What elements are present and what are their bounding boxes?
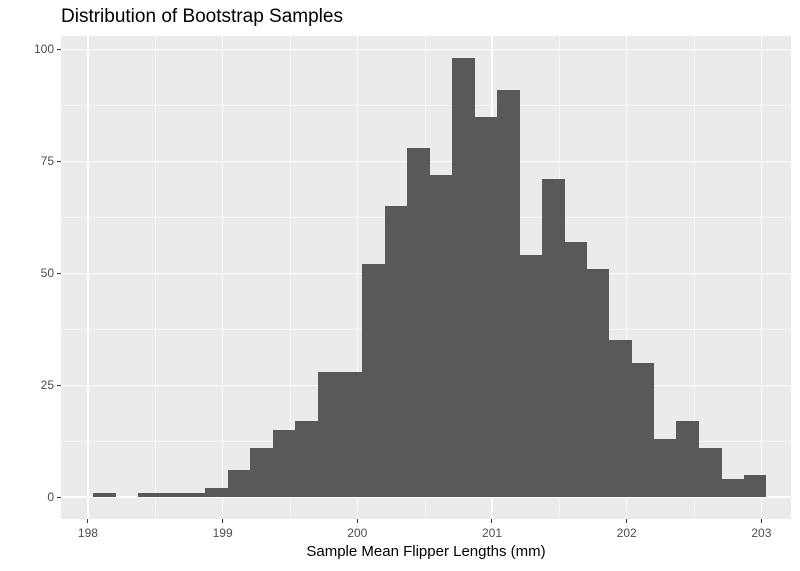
x-axis-tick-label: 198 [77,526,98,540]
histogram-bar [340,371,363,498]
histogram-bar [496,89,520,498]
histogram-bar [452,58,475,498]
major-gridline-y [61,48,791,51]
x-axis-tick [222,519,224,523]
histogram-bar [384,206,408,498]
minor-gridline-y [61,105,791,106]
histogram-bar [586,268,610,498]
major-gridline-x [356,36,358,519]
x-axis-tick-label: 200 [347,526,368,540]
y-axis-tick [57,160,61,162]
y-axis-tick-label: 75 [40,154,54,169]
y-axis-tick-label: 50 [40,266,54,281]
plot-panel [61,36,791,519]
x-axis-tick [356,519,358,523]
x-axis-tick [87,519,89,523]
y-axis-tick-label: 0 [47,490,54,505]
histogram-bar [407,147,430,498]
chart-title: Distribution of Bootstrap Samples [61,6,343,27]
histogram-bar [295,420,318,498]
major-gridline-x [87,36,89,519]
histogram-bar [631,362,655,498]
histogram-bar [227,470,251,498]
histogram-bar [160,492,184,498]
x-axis-tick [491,519,493,523]
x-axis-tick-label: 203 [751,526,772,540]
x-axis-tick [626,519,628,523]
minor-gridline-x [694,36,695,519]
y-axis-tick [57,496,61,498]
histogram-bar [474,116,498,498]
histogram-bar [676,420,700,498]
x-axis-tick-label: 201 [481,526,502,540]
histogram-bar [721,479,744,498]
histogram-bar [317,371,341,498]
histogram-bar [653,438,677,498]
histogram-bar [250,447,274,498]
major-gridline-x [760,36,762,519]
histogram-bar [698,447,722,498]
histogram-bar [138,492,161,498]
histogram-bar [519,255,543,498]
x-axis-tick-label: 199 [212,526,233,540]
histogram-bar [205,488,229,498]
histogram-bar [272,429,296,498]
histogram-bar [429,174,453,498]
y-axis-tick [57,272,61,274]
y-axis-tick-label: 100 [33,42,54,57]
histogram-bar [564,241,587,498]
minor-gridline-x [155,36,156,519]
histogram-bar [743,474,767,498]
histogram-bar [609,340,632,498]
minor-gridline-x [289,36,291,519]
histogram-bar [183,492,206,498]
y-axis-tick-label: 25 [40,378,54,393]
histogram-bar [362,264,386,498]
x-axis-tick [760,519,762,523]
y-axis-tick [57,384,61,386]
y-axis-tick [57,48,61,50]
histogram-bar [541,179,565,498]
major-gridline-x [222,36,224,519]
x-axis-title: Sample Mean Flipper Lengths (mm) [306,543,546,560]
histogram-bar [93,492,117,498]
major-gridline-x [626,36,628,519]
x-axis-tick-label: 202 [616,526,637,540]
